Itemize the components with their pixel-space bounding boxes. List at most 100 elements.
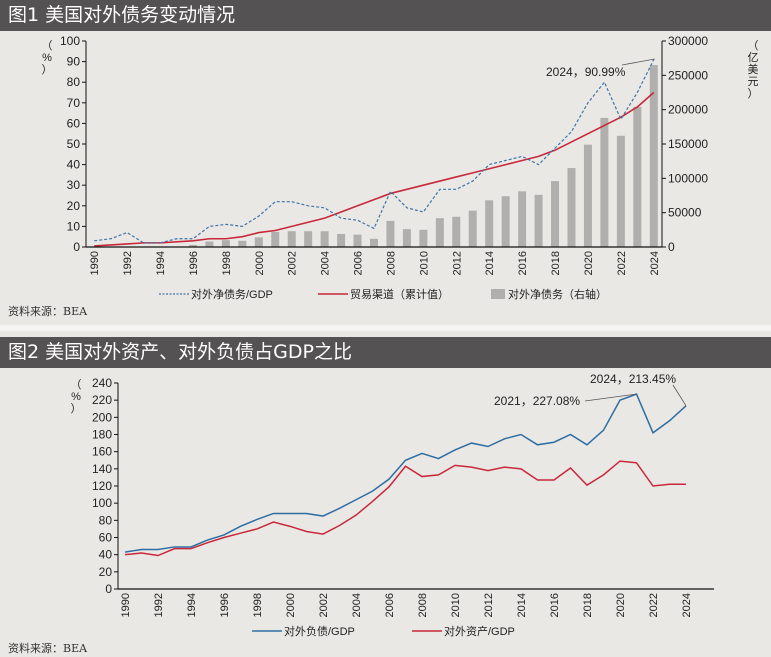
annotation-label: 2024，90.99%	[546, 65, 626, 79]
x-tick-label: 2000	[285, 593, 297, 617]
bar-net-debt	[649, 65, 658, 248]
x-tick-label: 2012	[451, 251, 463, 275]
left-tick-label: 50	[67, 137, 81, 151]
right-tick-label: 100000	[668, 171, 708, 185]
right-axis-label-char: 美	[748, 63, 759, 76]
bar-net-debt	[287, 231, 296, 247]
annotation-leader-2021	[584, 393, 637, 402]
x-tick-label: 2014	[516, 593, 528, 617]
figure-2-title: 图2 美国对外资产、对外负债占GDP之比	[0, 337, 771, 368]
y-tick-label: 180	[92, 428, 112, 442]
left-axis-label-char: ）	[42, 63, 53, 76]
left-tick-label: 80	[67, 75, 81, 89]
x-tick-label: 2018	[550, 251, 562, 275]
line-net-debt-gdp	[94, 59, 655, 244]
x-tick-label: 2024	[681, 593, 693, 617]
bar-net-debt	[534, 194, 543, 247]
figure-2-source: 资料来源：BEA	[8, 642, 88, 655]
y-tick-label: 200	[92, 410, 112, 424]
x-tick-label: 2000	[254, 251, 266, 275]
bar-net-debt	[402, 229, 411, 247]
chart-1: 0 10 20 30 40 50 60 70 80 90 100 0 50000 100000 150000…	[42, 34, 759, 301]
x-tick-label: 2020	[583, 251, 595, 275]
right-tick-label: 150000	[668, 137, 708, 151]
legend-label-trade-channel: 贸易渠道（累计值）	[350, 287, 449, 301]
bar-net-debt	[221, 240, 230, 247]
y-axis-label-char: %	[71, 391, 81, 403]
x-tick-label: 2012	[483, 593, 495, 617]
figure-divider	[0, 325, 771, 331]
chart-2: 0 20 40 60 80 100 120 140 160 180 200 220 240 （%） 1990…	[71, 372, 714, 638]
line-assets-gdp	[124, 460, 686, 557]
left-axis-label-char: （	[42, 39, 53, 52]
y-tick-label: 220	[92, 393, 112, 407]
x-tick-label: 2010	[450, 593, 462, 617]
figure-1-source: 资料来源：BEA	[8, 305, 88, 318]
x-tick-label: 2006	[353, 251, 365, 275]
x-tick-label: 2002	[318, 593, 330, 617]
line-trade-channel	[94, 91, 655, 247]
y-tick-label: 120	[92, 479, 112, 493]
annotation-leader	[621, 58, 655, 66]
y-tick-label: 100	[92, 496, 112, 510]
bar-net-debt	[435, 218, 444, 247]
right-axis-label-char: 亿	[748, 51, 759, 64]
bar-net-debt	[386, 220, 395, 247]
x-tick-label: 2018	[582, 593, 594, 617]
x-tick-label: 2016	[517, 251, 529, 275]
left-axis-label: （%）	[42, 39, 53, 76]
x-tick-label: 2024	[649, 251, 661, 275]
legend-label-liabilities: 对外负债/GDP	[284, 624, 355, 638]
y-tick-label: 140	[92, 462, 112, 476]
left-tick-label: 20	[67, 199, 81, 213]
x-tick-label: 1996	[219, 593, 231, 617]
annotation-leader-2024	[672, 384, 687, 407]
left-tick-label: 90	[67, 55, 81, 69]
y-tick-label: 40	[99, 548, 113, 562]
x-tick-label: 2014	[484, 251, 496, 275]
x-tick-label: 2010	[418, 251, 430, 275]
y-axis-label-char: （	[71, 378, 82, 391]
left-tick-label: 70	[67, 96, 81, 110]
x-tick-label: 2004	[320, 251, 332, 275]
y-axis-label-char: ）	[71, 402, 82, 415]
left-tick-label: 10	[67, 219, 81, 233]
legend-swatch-net-debt	[491, 289, 505, 299]
legend-label-net-debt: 对外净债务（右轴）	[508, 287, 607, 301]
right-tick-label: 50000	[668, 206, 702, 220]
bar-net-debt	[353, 234, 362, 247]
bar-net-debt	[583, 144, 592, 247]
figure-1-title: 图1 美国对外债务变动情况	[0, 0, 771, 31]
x-tick-label: 1992	[122, 251, 134, 275]
x-tick-label: 1992	[153, 593, 165, 617]
annotation-label-2024: 2024，213.45%	[590, 372, 676, 386]
bar-net-debt	[468, 210, 477, 247]
x-tick-label: 2022	[616, 251, 628, 275]
bar-net-debt	[337, 233, 346, 247]
bar-net-debt	[271, 231, 280, 247]
line-liabilities-gdp	[124, 393, 687, 553]
left-axis-label-char: %	[42, 52, 52, 64]
y-tick-label: 0	[105, 582, 112, 596]
legend-label-net-debt-gdp: 对外净债务/GDP	[191, 287, 273, 301]
bar-net-debt	[600, 117, 609, 247]
bar-net-debt	[567, 168, 576, 247]
right-tick-label: 300000	[668, 34, 708, 48]
bar-net-debt	[254, 237, 263, 247]
y-tick-label: 20	[99, 565, 113, 579]
x-tick-label: 2008	[385, 251, 397, 275]
legend-label-assets: 对外资产/GDP	[444, 624, 515, 638]
bar-net-debt	[452, 216, 461, 247]
bar-net-debt	[633, 106, 642, 247]
left-tick-label: 100	[60, 34, 80, 48]
right-tick-label: 0	[668, 240, 675, 254]
bar-net-debt	[370, 238, 378, 247]
x-tick-label: 2022	[648, 593, 660, 617]
x-tick-label: 2008	[417, 593, 429, 617]
right-tick-label: 200000	[668, 103, 708, 117]
x-tick-label: 1994	[186, 593, 198, 617]
right-axis-label-char: （	[748, 39, 759, 52]
x-tick-label: 2004	[351, 593, 363, 617]
x-tick-label: 1998	[221, 251, 233, 275]
bar-net-debt	[501, 196, 510, 247]
